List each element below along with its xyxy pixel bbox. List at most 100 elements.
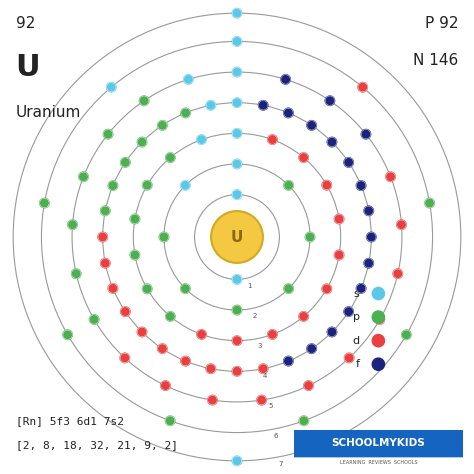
Circle shape [181,108,191,118]
Text: 92: 92 [16,16,35,30]
Text: 4: 4 [263,373,267,379]
Circle shape [90,315,99,324]
Circle shape [232,275,242,284]
Circle shape [103,129,113,139]
Circle shape [284,181,293,190]
Circle shape [232,305,242,315]
Text: 3: 3 [257,343,262,349]
Circle shape [366,232,376,242]
Circle shape [165,312,175,321]
Circle shape [325,96,335,105]
Circle shape [268,330,277,339]
Circle shape [258,100,268,110]
Circle shape [181,181,190,190]
Circle shape [401,330,411,339]
Circle shape [197,330,206,339]
Circle shape [130,214,140,224]
Circle shape [327,137,337,147]
Text: P 92: P 92 [425,16,458,30]
Circle shape [120,158,130,167]
Circle shape [356,181,366,191]
Text: U: U [231,229,243,245]
Circle shape [283,108,293,118]
Circle shape [322,181,331,190]
Circle shape [79,172,88,182]
Circle shape [206,100,216,110]
Circle shape [139,96,149,105]
Circle shape [327,327,337,337]
Circle shape [183,75,193,84]
Circle shape [232,366,242,376]
Circle shape [165,153,175,162]
Text: U: U [16,53,40,82]
Text: 2: 2 [252,313,256,319]
Circle shape [307,120,316,130]
Circle shape [334,250,344,260]
Circle shape [161,381,170,390]
Text: Uranium: Uranium [16,105,81,120]
Circle shape [322,284,331,293]
Circle shape [158,344,167,354]
Circle shape [165,416,175,426]
Circle shape [100,206,110,216]
Circle shape [304,381,313,390]
Circle shape [63,330,73,339]
Circle shape [120,353,129,363]
Circle shape [137,327,147,337]
Circle shape [130,250,140,260]
Text: f: f [356,359,359,369]
Circle shape [299,312,309,321]
Circle shape [386,172,395,182]
Circle shape [305,232,315,242]
Circle shape [345,353,354,363]
Circle shape [425,198,434,208]
Text: d: d [352,336,359,346]
Circle shape [364,258,374,268]
Circle shape [393,269,402,278]
Circle shape [181,284,190,293]
Circle shape [307,344,316,354]
Text: [2, 8, 18, 32, 21, 9, 2]: [2, 8, 18, 32, 21, 9, 2] [16,439,178,450]
Circle shape [100,258,110,268]
Circle shape [143,284,152,293]
Circle shape [98,232,108,242]
Text: 5: 5 [268,403,273,409]
Circle shape [344,158,354,167]
Circle shape [208,395,217,405]
Circle shape [364,206,374,216]
Circle shape [299,416,309,426]
Text: p: p [353,312,359,322]
Circle shape [361,129,371,139]
Circle shape [356,283,366,293]
Circle shape [68,220,77,229]
Text: 1: 1 [247,283,251,289]
Circle shape [206,364,216,374]
Circle shape [372,311,384,323]
Circle shape [232,67,242,77]
Circle shape [120,307,130,316]
Circle shape [108,181,118,191]
Text: N 146: N 146 [413,53,458,68]
Circle shape [232,36,242,46]
Circle shape [372,287,384,300]
Circle shape [257,395,266,405]
Circle shape [268,135,277,144]
Circle shape [375,315,384,324]
Circle shape [334,214,344,224]
Circle shape [159,232,169,242]
Circle shape [72,269,81,278]
Circle shape [181,356,191,366]
Text: 6: 6 [273,433,278,439]
Text: [Rn] 5f3 6d1 7s2: [Rn] 5f3 6d1 7s2 [16,416,124,426]
Circle shape [283,356,293,366]
Circle shape [107,82,116,92]
Circle shape [284,284,293,293]
Text: 7: 7 [278,461,283,467]
Circle shape [344,307,354,316]
Circle shape [232,190,242,199]
Circle shape [232,336,242,346]
Circle shape [372,358,384,370]
Text: s: s [354,289,359,299]
Circle shape [358,82,367,92]
Circle shape [299,153,309,162]
